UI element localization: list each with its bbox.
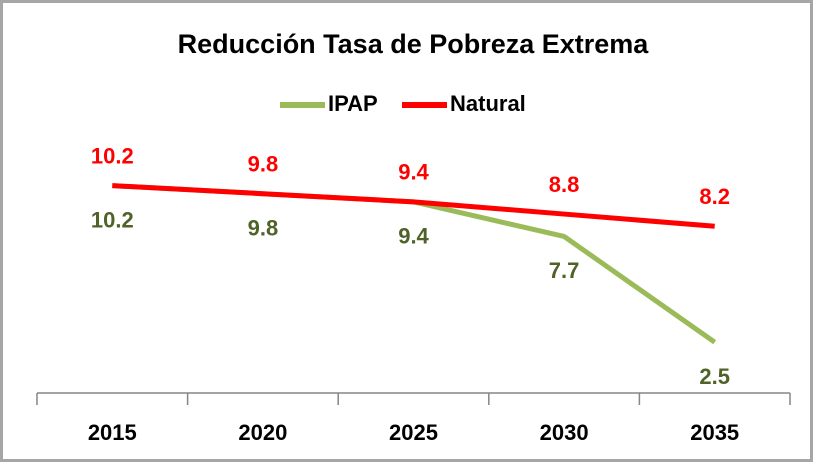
x-tick-label: 2030	[540, 420, 589, 445]
data-label: 2.5	[699, 364, 730, 389]
data-label: 10.2	[91, 207, 134, 232]
x-tick-label: 2035	[690, 420, 739, 445]
legend-label: IPAP	[328, 91, 378, 116]
x-tick-label: 2020	[238, 420, 287, 445]
data-label: 9.8	[248, 216, 279, 241]
chart-title: Reducción Tasa de Pobreza Extrema	[178, 29, 650, 59]
data-label: 9.4	[398, 224, 429, 249]
data-label: 9.4	[398, 160, 429, 185]
x-tick-label: 2015	[88, 420, 137, 445]
series-line	[112, 183, 715, 229]
data-label: 10.2	[91, 143, 134, 168]
x-tick-label: 2025	[389, 420, 438, 445]
data-label: 9.8	[248, 152, 279, 177]
legend-label: Natural	[450, 91, 526, 116]
data-label: 7.7	[549, 258, 580, 283]
data-label: 8.2	[699, 184, 730, 209]
data-label: 8.8	[549, 172, 580, 197]
